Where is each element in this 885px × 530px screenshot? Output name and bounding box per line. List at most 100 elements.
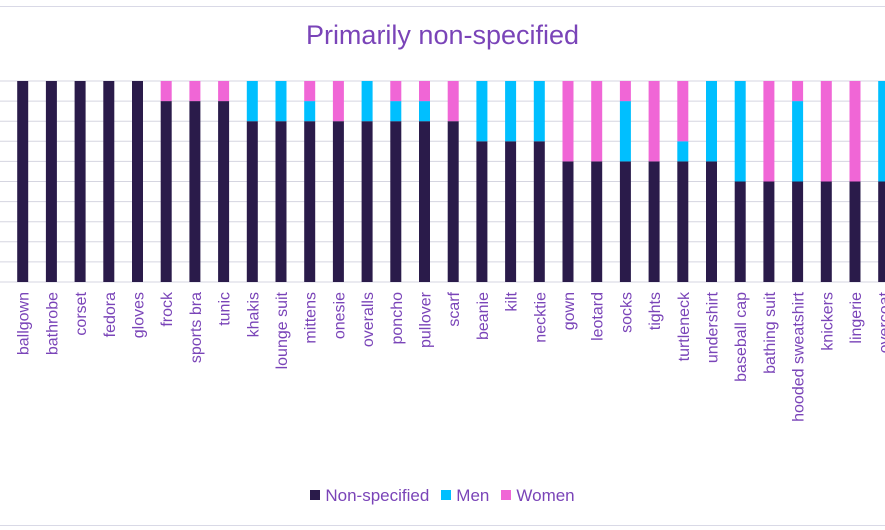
category-label: gloves <box>131 292 148 338</box>
legend-item: Men <box>441 486 489 506</box>
bar-segment-non-specified <box>505 141 517 282</box>
category-label: socks <box>618 292 635 333</box>
bar-segment-non-specified <box>677 161 689 282</box>
bar-segment-women <box>763 81 775 182</box>
category-label: knickers <box>819 292 836 351</box>
category-label: corset <box>73 291 90 335</box>
bar-segment-men <box>476 81 488 142</box>
bar-segment-non-specified <box>792 181 804 282</box>
bar-segment-women <box>820 81 832 182</box>
legend-swatch <box>441 490 452 500</box>
bar-segment-women <box>419 81 430 102</box>
bar-segment-men <box>533 81 545 142</box>
bar-segment-women <box>189 81 201 102</box>
bar-segment-non-specified <box>878 181 885 282</box>
bar-segment-women <box>677 81 689 142</box>
bar-segment-non-specified <box>332 121 344 282</box>
bar-segment-men <box>419 101 430 122</box>
legend-label: Men <box>456 486 490 505</box>
bar-segment-non-specified <box>189 101 201 282</box>
bar-segment-men <box>390 101 402 122</box>
category-label: mittens <box>303 292 320 344</box>
bar-segment-non-specified <box>74 81 86 282</box>
chart-plot: anorak ballgown bathrobe corset fedora gloves… <box>0 80 885 422</box>
chart-frame <box>0 6 885 526</box>
category-label: baseball cap <box>733 292 750 382</box>
category-label: gown <box>561 292 578 330</box>
bar-segment-women <box>390 81 402 102</box>
bar-segment-non-specified <box>17 81 29 282</box>
bar-segment-men <box>878 81 885 182</box>
category-label: tunic <box>217 292 234 326</box>
category-label: beanie <box>475 292 492 340</box>
category-label: bathrobe <box>44 292 61 355</box>
category-label: bathing suit <box>762 291 779 373</box>
category-label: undershirt <box>705 291 722 363</box>
bar-segment-non-specified <box>591 161 603 282</box>
bar-segment-women <box>304 81 316 102</box>
category-label: poncho <box>389 292 406 345</box>
bar-segment-men <box>619 101 631 162</box>
category-label: anorak <box>0 291 4 341</box>
legend-item: Women <box>501 486 575 506</box>
bar-segment-men <box>706 81 717 162</box>
category-label: leotard <box>590 292 607 341</box>
bar-segment-men <box>505 81 517 142</box>
category-label: lounge suit <box>274 291 291 369</box>
bar-segment-non-specified <box>160 101 172 282</box>
category-label: overalls <box>360 292 377 347</box>
bar-segment-non-specified <box>246 121 258 282</box>
category-label: overcoat <box>877 291 885 353</box>
category-label: necktie <box>532 292 549 343</box>
legend: Non-specified Men Women <box>0 486 885 506</box>
bar-segment-women <box>591 81 603 162</box>
category-label: tights <box>647 292 664 330</box>
category-label: frock <box>159 291 176 327</box>
bar-segment-women <box>160 81 172 102</box>
bar-segment-non-specified <box>45 81 57 282</box>
bar-segment-non-specified <box>419 121 430 282</box>
bar-segment-non-specified <box>619 161 631 282</box>
bar-segment-men <box>792 101 804 182</box>
chart-title: Primarily non-specified <box>305 20 580 50</box>
legend-label: Women <box>516 486 575 505</box>
bar-segment-non-specified <box>562 161 574 282</box>
bar-segment-women <box>447 81 459 122</box>
bar-segment-women <box>332 81 344 122</box>
bar-segment-non-specified <box>706 161 717 282</box>
bar-segment-men <box>677 141 689 162</box>
bar-segment-non-specified <box>820 181 832 282</box>
bar-segment-men <box>246 81 258 122</box>
bar-segment-men <box>304 101 316 122</box>
bar-segment-women <box>562 81 574 162</box>
bar-segment-non-specified <box>447 121 459 282</box>
bar-segment-men <box>275 81 287 122</box>
bar-segment-non-specified <box>132 81 143 282</box>
category-label: lingerie <box>848 292 865 344</box>
category-label: turtleneck <box>676 291 693 361</box>
bar-segment-non-specified <box>390 121 402 282</box>
category-label: fedora <box>102 292 119 337</box>
bar-segment-non-specified <box>648 161 660 282</box>
bar-segment-non-specified <box>849 181 861 282</box>
bar-segment-men <box>361 81 373 122</box>
legend-swatch <box>501 490 512 500</box>
category-label: khakis <box>245 292 262 337</box>
bar-segment-women <box>648 81 660 162</box>
bar-segment-non-specified <box>476 141 488 282</box>
bar-segment-women <box>849 81 861 182</box>
bar-segment-non-specified <box>304 121 316 282</box>
bar-segment-women <box>218 81 230 102</box>
bar-segment-non-specified <box>763 181 775 282</box>
bar-segment-non-specified <box>218 101 230 282</box>
category-label: hooded sweatshirt <box>791 291 808 421</box>
bar-segment-non-specified <box>734 181 746 282</box>
bar-segment-women <box>792 81 804 102</box>
legend-swatch <box>310 490 321 500</box>
category-label: kilt <box>504 291 521 311</box>
category-label: pullover <box>418 291 435 348</box>
category-label: onesie <box>331 292 348 339</box>
category-label: sports bra <box>188 292 205 363</box>
bar-segment-non-specified <box>361 121 373 282</box>
category-label: ballgown <box>16 292 33 355</box>
